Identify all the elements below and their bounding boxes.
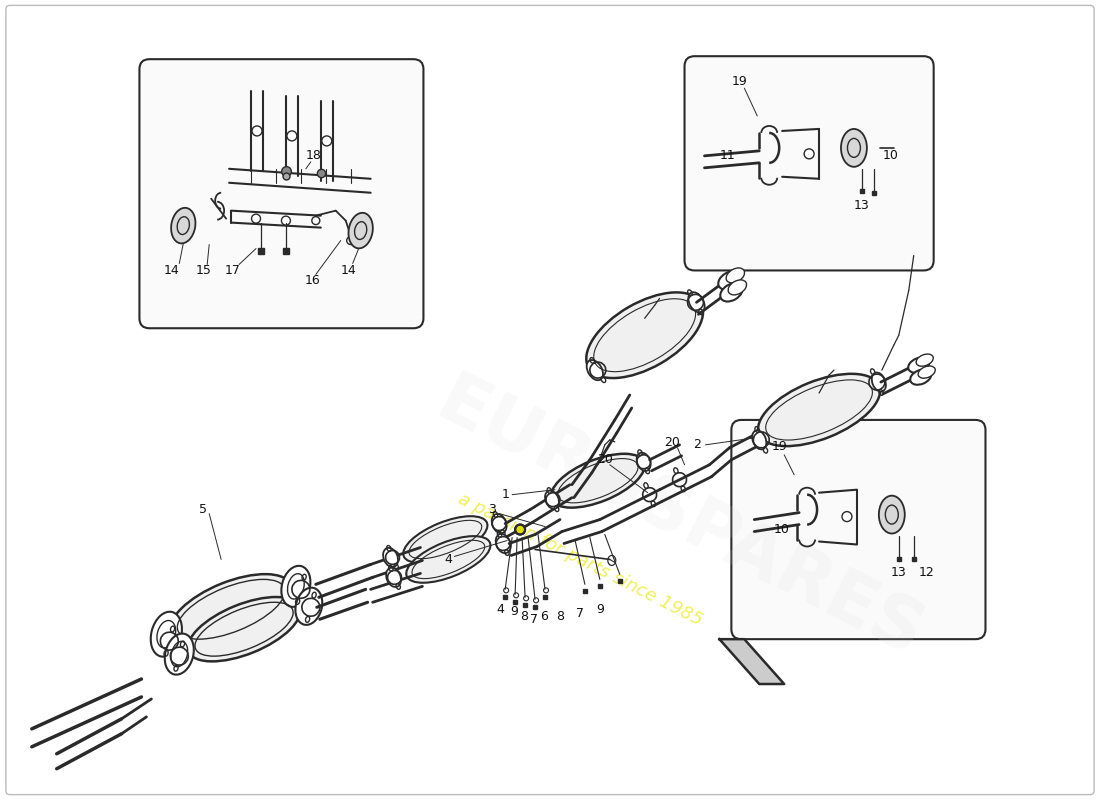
Text: 3: 3: [488, 503, 496, 516]
Text: 18: 18: [306, 150, 322, 162]
Text: 11: 11: [719, 150, 735, 162]
Text: 6: 6: [540, 610, 548, 622]
Text: 13: 13: [854, 199, 870, 212]
Text: 4: 4: [496, 602, 504, 616]
Text: 20: 20: [663, 436, 680, 450]
Text: EUROSPARES: EUROSPARES: [425, 367, 934, 672]
Ellipse shape: [758, 374, 880, 446]
Text: 10: 10: [773, 523, 789, 536]
Text: 8: 8: [556, 610, 564, 622]
Text: 10: 10: [883, 150, 899, 162]
Ellipse shape: [842, 129, 867, 167]
Ellipse shape: [165, 634, 194, 674]
Text: 20: 20: [597, 454, 613, 466]
Ellipse shape: [551, 454, 645, 508]
Ellipse shape: [296, 588, 322, 625]
Text: 7: 7: [576, 606, 584, 620]
Ellipse shape: [804, 149, 814, 159]
Ellipse shape: [287, 574, 305, 599]
Ellipse shape: [515, 525, 525, 534]
Ellipse shape: [909, 358, 929, 373]
Text: 12: 12: [918, 566, 935, 579]
Ellipse shape: [311, 217, 320, 225]
Text: 2: 2: [693, 438, 702, 451]
Text: 9: 9: [510, 605, 518, 618]
Text: 4: 4: [444, 553, 452, 566]
Text: 19: 19: [732, 74, 747, 88]
Text: 9: 9: [596, 602, 604, 616]
FancyBboxPatch shape: [684, 56, 934, 270]
Ellipse shape: [689, 292, 705, 313]
Text: 19: 19: [771, 440, 788, 454]
Polygon shape: [719, 639, 784, 684]
Ellipse shape: [728, 280, 747, 295]
Text: 13: 13: [891, 566, 906, 579]
Text: 7: 7: [530, 613, 538, 626]
Text: 8: 8: [520, 610, 528, 622]
Text: 14: 14: [341, 264, 356, 277]
FancyBboxPatch shape: [732, 420, 986, 639]
Ellipse shape: [157, 621, 176, 648]
Text: 17: 17: [226, 264, 241, 277]
Ellipse shape: [872, 373, 886, 392]
Ellipse shape: [726, 268, 745, 283]
Text: a passion for parts since 1985: a passion for parts since 1985: [454, 490, 705, 629]
Text: 16: 16: [305, 274, 321, 287]
Ellipse shape: [406, 536, 491, 582]
Text: 5: 5: [199, 503, 207, 516]
Ellipse shape: [586, 292, 703, 378]
Text: 1: 1: [502, 488, 509, 501]
Ellipse shape: [586, 360, 603, 380]
Ellipse shape: [720, 283, 742, 302]
Ellipse shape: [282, 566, 310, 607]
Ellipse shape: [287, 131, 297, 141]
Ellipse shape: [151, 612, 182, 657]
Ellipse shape: [170, 574, 292, 645]
Ellipse shape: [842, 512, 851, 522]
Ellipse shape: [252, 214, 261, 223]
FancyBboxPatch shape: [140, 59, 424, 328]
Ellipse shape: [637, 453, 650, 471]
Ellipse shape: [879, 496, 905, 534]
Ellipse shape: [910, 370, 932, 385]
Ellipse shape: [404, 516, 487, 563]
Ellipse shape: [172, 208, 196, 243]
Text: 15: 15: [196, 264, 211, 277]
Ellipse shape: [918, 366, 935, 378]
Ellipse shape: [718, 271, 740, 290]
Ellipse shape: [188, 597, 300, 662]
Text: 14: 14: [164, 264, 179, 277]
Ellipse shape: [383, 548, 398, 567]
Ellipse shape: [544, 490, 559, 509]
Ellipse shape: [496, 534, 510, 553]
Ellipse shape: [252, 126, 262, 136]
Ellipse shape: [492, 514, 507, 533]
Ellipse shape: [386, 568, 402, 587]
Ellipse shape: [916, 354, 933, 366]
Ellipse shape: [346, 237, 354, 245]
Ellipse shape: [349, 213, 373, 248]
Ellipse shape: [752, 430, 767, 450]
Ellipse shape: [170, 642, 188, 666]
Ellipse shape: [282, 216, 290, 225]
Ellipse shape: [322, 136, 332, 146]
